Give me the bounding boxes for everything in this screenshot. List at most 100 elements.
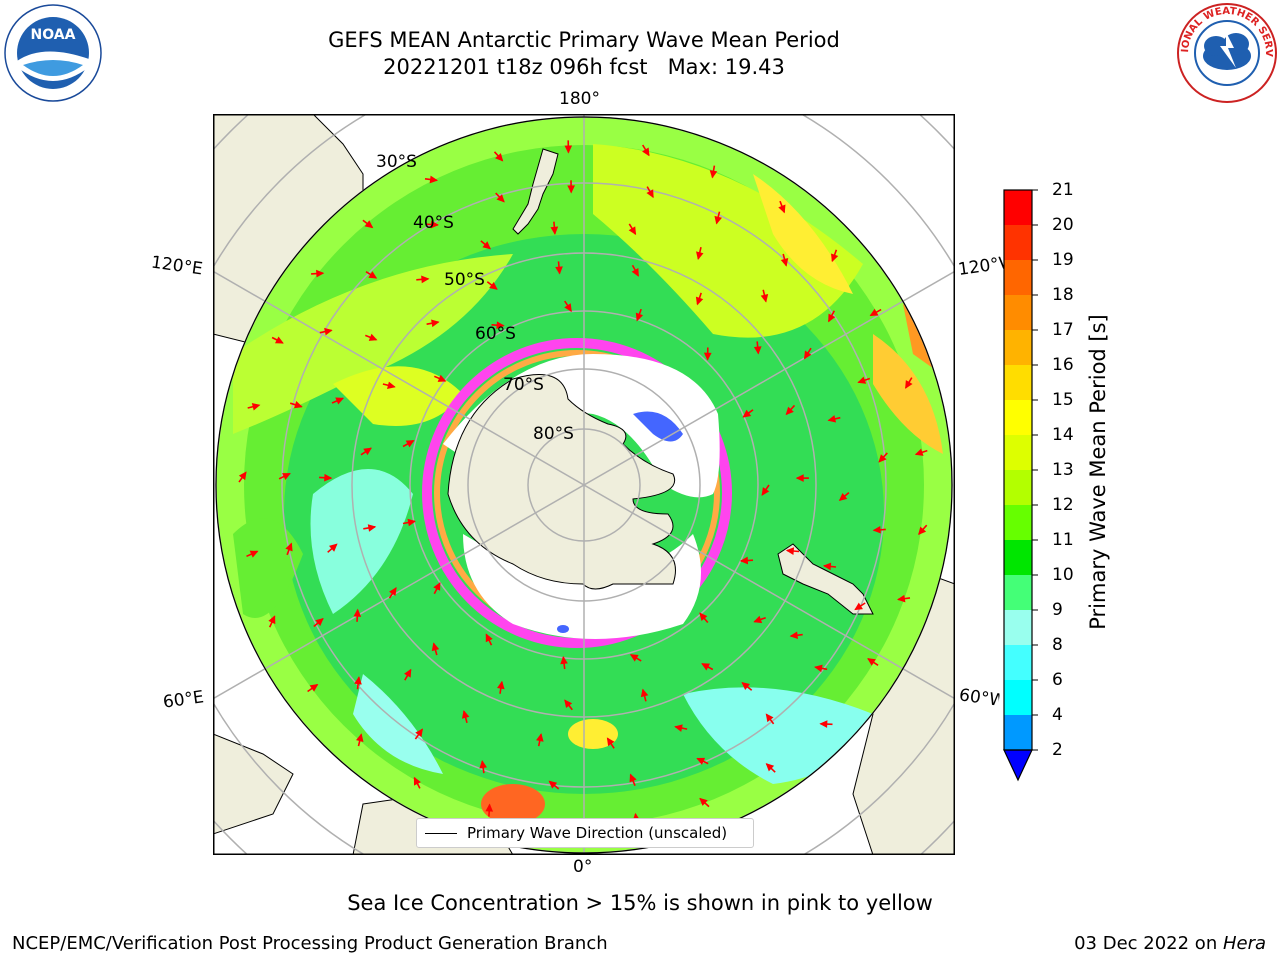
wave-arrow-head bbox=[309, 683, 319, 692]
colorbar-tick-label: 19 bbox=[1052, 250, 1074, 270]
wave-arrow-head bbox=[714, 215, 722, 225]
wave-arrow-head bbox=[282, 473, 291, 481]
colorbar-bin bbox=[1004, 575, 1032, 611]
colorbar-tick-label: 12 bbox=[1052, 495, 1074, 515]
colorbar-tick-label: 20 bbox=[1052, 215, 1074, 235]
wave-arrow-head bbox=[760, 294, 769, 303]
wave-arrow-head bbox=[914, 448, 924, 456]
footer-date-text: 03 Dec 2022 on bbox=[1074, 933, 1223, 954]
colorbar-bin bbox=[1004, 715, 1032, 751]
wave-arrow-head bbox=[896, 594, 906, 603]
wave-arrow-head bbox=[415, 728, 423, 738]
wave-arrow-head bbox=[324, 327, 333, 336]
wave-arrow-head bbox=[564, 303, 572, 313]
wave-arrow-head bbox=[872, 525, 881, 534]
chart-title: GEFS MEAN Antarctic Primary Wave Mean Pe… bbox=[328, 28, 840, 52]
wave-arrow-head bbox=[789, 631, 798, 640]
wave-arrow-head bbox=[485, 803, 494, 812]
wave-arrow-head bbox=[407, 518, 416, 527]
wave-arrow-head bbox=[413, 776, 421, 786]
wave-arrow-head bbox=[741, 682, 750, 691]
nws-logo: NATIONAL WEATHER SERVICE bbox=[1176, 2, 1277, 103]
lat-label-40s: 40°S bbox=[413, 213, 454, 233]
colorbar-tick-label: 11 bbox=[1052, 530, 1074, 550]
lon-label-60e: 60°E bbox=[161, 687, 206, 713]
wave-arrow-head bbox=[703, 352, 712, 361]
wave-arrow-head bbox=[316, 269, 325, 278]
wave-arrow-head bbox=[482, 241, 491, 250]
wave-arrow-head bbox=[822, 562, 832, 571]
wave-arrow-head bbox=[497, 680, 505, 690]
wave-arrow-head bbox=[739, 556, 749, 565]
wave-arrow-head bbox=[461, 710, 470, 719]
wave-arrow-head bbox=[496, 194, 505, 203]
wave-arrow-head bbox=[709, 170, 718, 179]
colorbar-tick-label: 4 bbox=[1052, 705, 1063, 725]
wave-arrow-head bbox=[367, 524, 377, 532]
wave-arrow-head bbox=[293, 400, 303, 409]
lat-label-60s: 60°S bbox=[475, 324, 516, 344]
wave-arrow-head bbox=[918, 526, 927, 536]
wave-arrow-head bbox=[437, 374, 447, 382]
wave-arrow-head bbox=[642, 147, 650, 157]
wave-arrow-head bbox=[479, 760, 487, 769]
wave-arrow-head bbox=[828, 313, 836, 323]
wave-arrow-head bbox=[753, 346, 762, 355]
wave-arrow-head bbox=[335, 397, 345, 405]
south-america bbox=[777, 543, 874, 615]
wave-arrow-head bbox=[761, 487, 770, 496]
sea-ice-note: Sea Ice Concentration > 15% is shown in … bbox=[0, 891, 1280, 915]
wave-arrow-head bbox=[629, 773, 637, 783]
colorbar-bin bbox=[1004, 330, 1032, 366]
colorbar-bin bbox=[1004, 610, 1032, 646]
colorbar-bin bbox=[1004, 260, 1032, 296]
antarctica-landmass bbox=[447, 374, 676, 590]
wave-arrow-head bbox=[368, 333, 378, 341]
wave-arrow-head bbox=[356, 733, 364, 742]
wave-arrow-head bbox=[560, 655, 568, 665]
wave-arrow-head bbox=[640, 688, 649, 698]
colorbar-tick-label: 14 bbox=[1052, 425, 1074, 445]
wave-arrow-head bbox=[274, 336, 284, 344]
colorbar-tick-label: 10 bbox=[1052, 565, 1074, 585]
wave-arrow-head bbox=[536, 733, 544, 742]
wave-arrow-head bbox=[785, 406, 794, 416]
colorbar-bin bbox=[1004, 505, 1032, 541]
wave-arrow-head bbox=[831, 253, 839, 263]
footer-branch: NCEP/EMC/Verification Post Processing Pr… bbox=[12, 933, 608, 954]
wave-arrow-head bbox=[496, 321, 505, 330]
wave-arrow-head bbox=[699, 797, 708, 806]
wave-arrow-head bbox=[696, 251, 704, 261]
wave-arrow-head bbox=[328, 543, 338, 552]
wave-arrow-head bbox=[827, 415, 837, 423]
wave-arrow-head bbox=[838, 492, 848, 502]
polar-map bbox=[213, 114, 955, 855]
colorbar-bin bbox=[1004, 365, 1032, 401]
wave-arrow-head bbox=[695, 296, 704, 306]
wave-arrow-head bbox=[765, 763, 775, 772]
wave-arrow-head bbox=[421, 275, 430, 284]
wave-arrow-head bbox=[780, 258, 789, 267]
wave-arrow-head bbox=[238, 471, 247, 481]
colorbar-extend-triangle bbox=[1003, 749, 1033, 782]
wave-arrow-head bbox=[285, 542, 293, 552]
lat-label-50s: 50°S bbox=[444, 270, 485, 290]
wave-arrow-head bbox=[857, 376, 867, 384]
colorbar-tick-label: 15 bbox=[1052, 390, 1074, 410]
wave-direction-arrows bbox=[238, 140, 928, 830]
colorbar-bin bbox=[1004, 435, 1032, 471]
wave-arrow-head bbox=[635, 312, 644, 322]
wave-arrow-head bbox=[631, 267, 639, 277]
wave-arrow-head bbox=[404, 668, 412, 678]
colorbar-tick-label: 17 bbox=[1052, 320, 1074, 340]
wave-arrow-head bbox=[251, 403, 261, 411]
map-legend: Primary Wave Direction (unscaled) bbox=[416, 818, 754, 848]
wave-arrow-head bbox=[485, 633, 493, 643]
wave-arrow-head bbox=[803, 350, 812, 360]
noaa-logo-text: NOAA bbox=[31, 27, 76, 43]
wave-arrow-head bbox=[699, 612, 708, 621]
wave-arrow-head bbox=[555, 266, 563, 275]
colorbar-tick-label: 21 bbox=[1052, 180, 1074, 200]
colorbar-tick-label: 9 bbox=[1052, 600, 1063, 620]
wave-arrow-head bbox=[696, 757, 706, 765]
